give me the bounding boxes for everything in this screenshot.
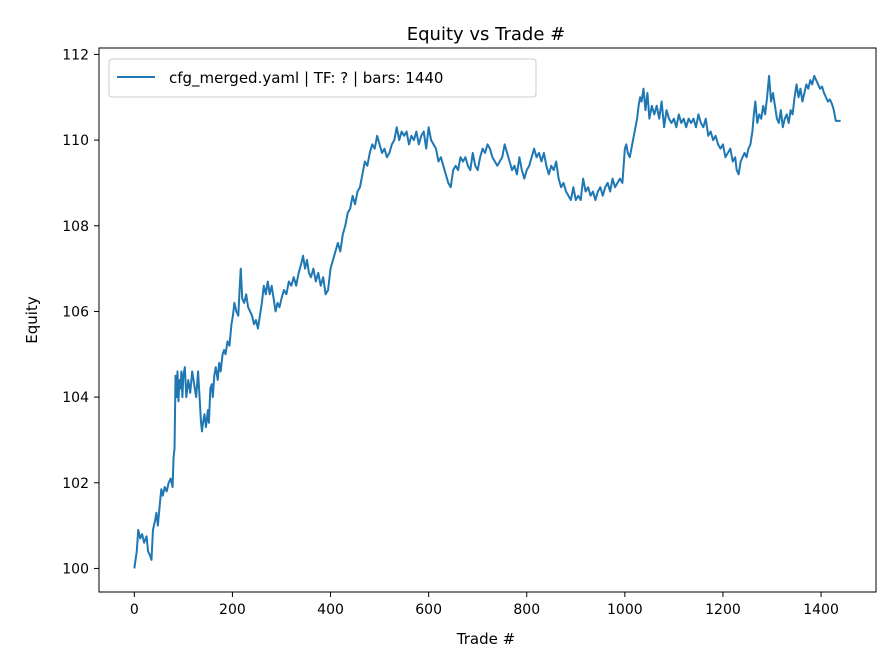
y-tick-label: 108 — [62, 219, 89, 235]
y-tick-label: 112 — [62, 47, 89, 63]
plot-area — [98, 47, 877, 593]
x-tick-label: 1000 — [607, 602, 643, 618]
y-tick-label: 100 — [62, 561, 89, 577]
legend: cfg_merged.yaml | TF: ? | bars: 1440 — [108, 58, 537, 98]
y-tick-label: 102 — [62, 476, 89, 492]
x-axis-ticks: 0 200 400 600 800 1000 1200 1400 — [130, 592, 839, 618]
y-tick-label: 106 — [62, 304, 89, 320]
equity-series-line — [133, 74, 841, 569]
x-tick-label: 1400 — [803, 602, 839, 618]
x-tick-label: 1200 — [705, 602, 741, 618]
x-tick-label: 800 — [513, 602, 540, 618]
x-tick-label: 600 — [415, 602, 442, 618]
x-axis-label: Trade # — [456, 630, 515, 648]
chart-title: Equity vs Trade # — [407, 24, 565, 45]
x-tick-label: 200 — [219, 602, 246, 618]
x-tick-label: 0 — [130, 602, 139, 618]
y-axis-label: Equity — [23, 296, 41, 344]
y-axis-ticks: 100 102 104 106 108 110 112 — [62, 47, 99, 577]
legend-label: cfg_merged.yaml | TF: ? | bars: 1440 — [169, 69, 443, 88]
axes-frame — [98, 47, 877, 593]
x-tick-label: 400 — [317, 602, 344, 618]
y-tick-label: 110 — [62, 133, 89, 149]
y-tick-label: 104 — [62, 390, 89, 406]
legend-box — [108, 58, 537, 98]
